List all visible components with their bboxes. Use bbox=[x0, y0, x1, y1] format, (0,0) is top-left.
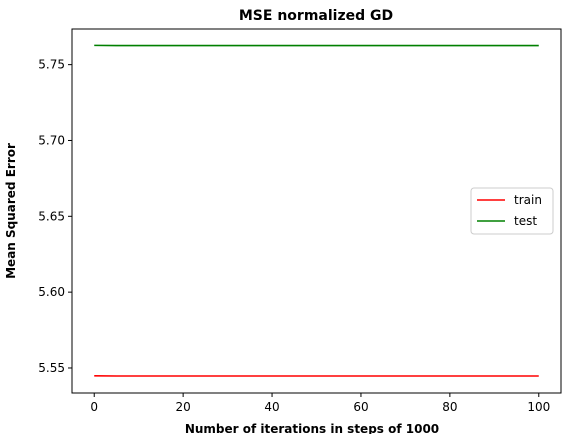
legend-label-train: train bbox=[514, 193, 542, 207]
series-layer bbox=[94, 44, 539, 377]
y-tick-label: 5.75 bbox=[38, 58, 65, 72]
y-axis-ticks: 5.55 5.60 5.65 5.70 5.75 bbox=[38, 58, 72, 375]
y-tick-label: 5.55 bbox=[38, 361, 65, 375]
legend: train test bbox=[470, 187, 554, 235]
y-tick-label: 5.70 bbox=[38, 133, 65, 147]
x-tick-label: 100 bbox=[527, 400, 550, 414]
y-tick-label: 5.60 bbox=[38, 285, 65, 299]
x-tick-label: 20 bbox=[175, 400, 190, 414]
x-tick-label: 60 bbox=[353, 400, 368, 414]
y-tick-label: 5.65 bbox=[38, 209, 65, 223]
y-axis-label: Mean Squared Error bbox=[4, 143, 18, 279]
x-axis-ticks: 0 20 40 60 80 100 bbox=[90, 393, 550, 414]
x-tick-label: 80 bbox=[442, 400, 457, 414]
x-axis-label: Number of iterations in steps of 1000 bbox=[185, 422, 439, 434]
x-tick-label: 0 bbox=[90, 400, 98, 414]
x-tick-label: 40 bbox=[264, 400, 279, 414]
legend-label-test: test bbox=[514, 214, 537, 228]
plot-frame bbox=[71, 28, 562, 394]
chart-title: MSE normalized GD bbox=[239, 8, 393, 24]
